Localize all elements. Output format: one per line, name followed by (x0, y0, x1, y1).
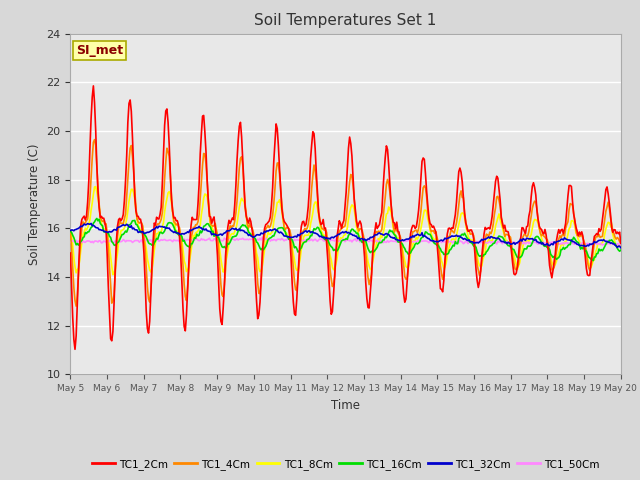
Title: Soil Temperatures Set 1: Soil Temperatures Set 1 (255, 13, 436, 28)
Y-axis label: Soil Temperature (C): Soil Temperature (C) (28, 143, 41, 265)
X-axis label: Time: Time (331, 399, 360, 412)
Legend: TC1_2Cm, TC1_4Cm, TC1_8Cm, TC1_16Cm, TC1_32Cm, TC1_50Cm: TC1_2Cm, TC1_4Cm, TC1_8Cm, TC1_16Cm, TC1… (88, 455, 604, 474)
Text: SI_met: SI_met (76, 44, 123, 57)
